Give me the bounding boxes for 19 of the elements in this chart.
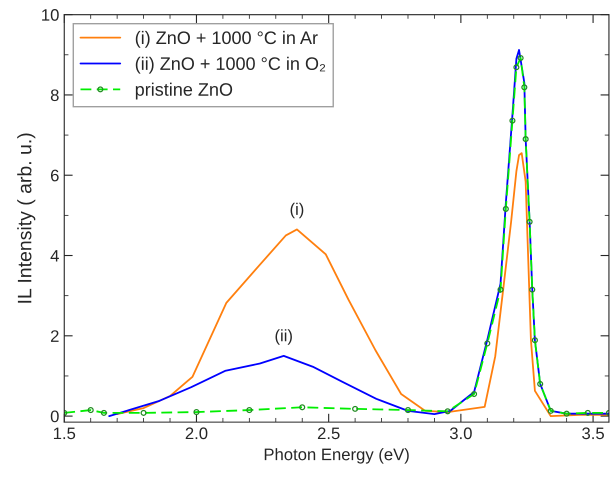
annotation: (ii): [276, 329, 292, 345]
x-tick-label: 3.5: [582, 427, 604, 440]
legend-label: (ii) ZnO + 1000 °C in O₂: [136, 56, 326, 74]
y-tick-label: 0: [50, 410, 59, 422]
x-tick-label: 3.0: [450, 427, 472, 440]
line-series: [116, 152, 609, 418]
x-tick-label: 2.0: [186, 427, 208, 440]
y-tick-label: 10: [42, 9, 59, 21]
x-tick-label: 1.5: [54, 428, 76, 440]
y-axis-title: IL Intensity ( arb. u.): [17, 133, 36, 303]
y-tick-label: 2: [50, 330, 59, 342]
y-tick-label: 8: [50, 89, 59, 102]
y-tick-label: 6: [50, 170, 59, 182]
x-axis-title: Photon Energy (eV): [264, 448, 409, 464]
x-tick-label: 2.5: [318, 427, 340, 440]
annotation: (i): [290, 202, 304, 218]
legend-label: pristine ZnO: [136, 82, 232, 100]
y-tick-label: 4: [50, 250, 59, 262]
legend-label: (i) ZnO + 1000 °C in Ar: [136, 30, 318, 48]
